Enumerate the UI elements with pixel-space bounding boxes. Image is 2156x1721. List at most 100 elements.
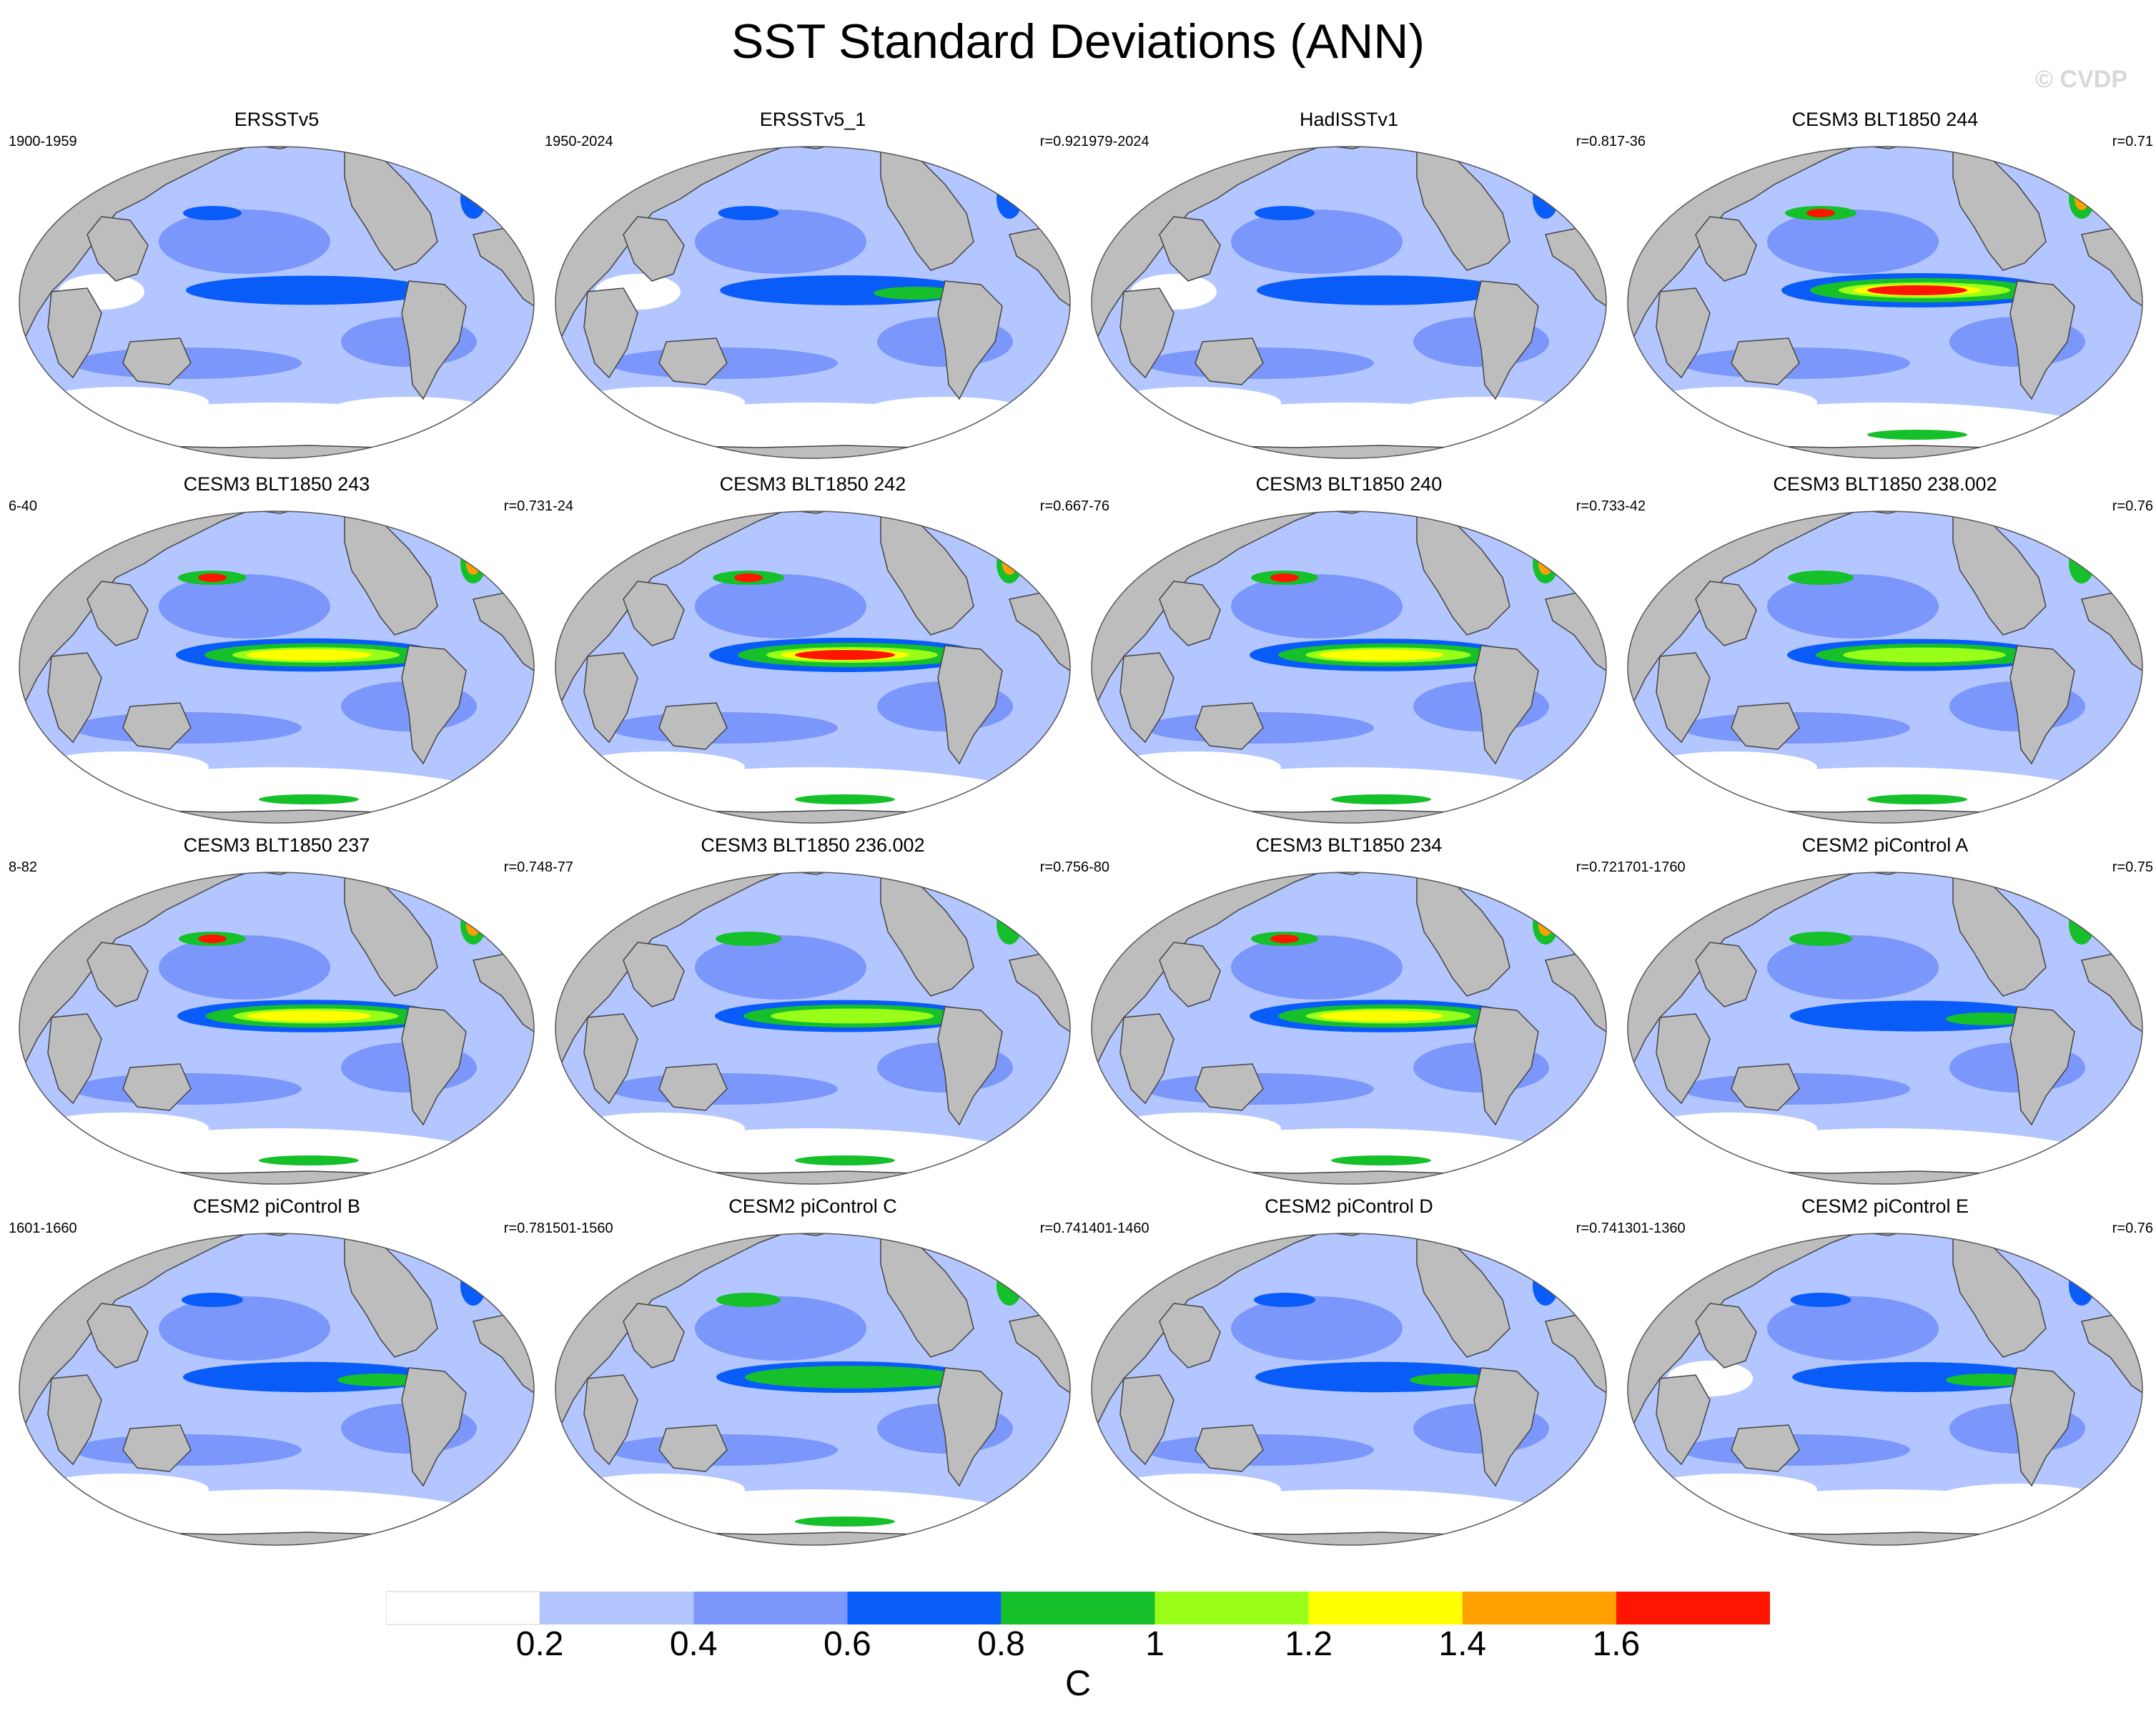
south-america-landmass: [937, 1006, 1003, 1126]
map-panel: ERSSTv5_1 1950-2024 r=0.92: [545, 107, 1081, 465]
equatorial-pacific-tongue: [186, 275, 432, 305]
eastern-pacific-core: [1410, 1374, 1495, 1386]
gulf-stream: [1533, 179, 1558, 219]
map-panel: CESM3 BLT1850 243 6-40 r=0.73: [9, 472, 545, 829]
map-border: [555, 511, 1071, 824]
map-panel: CESM3 BLT1850 238.002 3-42 r=0.76: [1617, 472, 2153, 829]
panel-pattern-correlation: r=0.73: [1576, 498, 1617, 514]
panel-period: 1900-1959: [9, 134, 77, 149]
colorbar-tick-label: 1: [1145, 1625, 1164, 1663]
south-america-landmass: [401, 645, 467, 765]
map-panel: CESM2 piControl D 1401-1460 r=0.74: [1081, 1194, 1617, 1552]
asia-landmass: [1159, 942, 1221, 1007]
low-variability-patch: [330, 397, 488, 423]
north-pacific-variability: [159, 1296, 330, 1361]
robinson-map: [1091, 872, 1607, 1185]
robinson-map: [555, 146, 1071, 459]
kuroshio-extension-peak: [1806, 209, 1835, 217]
north-america-landmass: [880, 511, 974, 636]
kuroshio-extension-peak: [1270, 935, 1299, 943]
southern-ocean-filament: [259, 1155, 359, 1165]
robinson-map: [555, 872, 1071, 1185]
robinson-map: [19, 1233, 535, 1546]
el-nino-core-max: [1867, 285, 1967, 295]
kuroshio-extension-peak: [198, 573, 227, 582]
gulf-stream: [2069, 543, 2095, 583]
north-america-landmass: [1416, 147, 1510, 271]
eastern-pacific-core: [337, 1374, 423, 1386]
south-america-landmass: [401, 1006, 467, 1126]
gulf-stream: [997, 179, 1022, 219]
australia-landmass: [122, 337, 192, 385]
map-panel: CESM3 BLT1850 240 7-76 r=0.73: [1081, 472, 1617, 829]
panel-pattern-correlation: r=0.72: [1576, 859, 1617, 875]
robinson-map: [1091, 146, 1607, 459]
map-border: [1091, 1233, 1607, 1546]
panel-title: ERSSTv5: [234, 109, 320, 130]
map-border: [555, 1233, 1071, 1546]
panel-period: 1601-1660: [9, 1221, 77, 1236]
el-nino-core-peak: [1319, 1010, 1443, 1022]
south-america-landmass: [401, 280, 467, 400]
panel-period: 1-24: [545, 498, 574, 514]
map-border: [1091, 146, 1607, 459]
north-america-landmass: [1952, 872, 2047, 997]
north-america-landmass: [880, 1233, 974, 1358]
kuroshio-extension: [1255, 206, 1315, 220]
low-variability-patch: [573, 387, 745, 418]
colorbar: [386, 1591, 1770, 1625]
africa-landmass: [583, 652, 638, 744]
map-panel: CESM2 piControl C 1501-1560 r=0.74: [545, 1194, 1081, 1552]
africa-landmass: [583, 1013, 638, 1105]
south-america-landmass: [401, 1367, 467, 1487]
eastern-pacific-core: [1946, 1374, 2032, 1386]
asia-landmass: [1695, 1303, 1757, 1369]
north-pacific-variability: [695, 1296, 866, 1361]
panel-pattern-correlation: r=0.78: [503, 1221, 545, 1236]
north-pacific-variability: [695, 935, 866, 1000]
low-variability-patch: [573, 1474, 745, 1505]
gulf-stream: [460, 1266, 486, 1306]
southern-ocean-filament: [1331, 794, 1431, 804]
panel-period: 1950-2024: [545, 134, 613, 149]
africa-landmass: [1656, 1013, 1711, 1105]
south-america-landmass: [1473, 645, 1539, 765]
north-america-landmass: [880, 872, 974, 997]
el-nino-core-strong: [1843, 647, 2006, 663]
colorbar-swatch: [1616, 1592, 1770, 1624]
colorbar-tick-label: 1.4: [1438, 1625, 1487, 1663]
low-variability-patch: [37, 751, 209, 783]
north-america-landmass: [344, 511, 438, 636]
australia-landmass: [658, 337, 728, 385]
panel-period: 1701-1760: [1617, 859, 1686, 875]
south-america-landmass: [2009, 1367, 2075, 1487]
north-pacific-variability: [1767, 574, 1939, 638]
north-pacific-variability: [1231, 574, 1403, 638]
robinson-map: [19, 511, 535, 824]
colorbar-tick-label: 0.2: [515, 1625, 564, 1663]
low-variability-patch: [1646, 1113, 1817, 1144]
africa-landmass: [1119, 652, 1175, 744]
north-pacific-variability: [159, 209, 330, 274]
kuroshio-extension: [183, 206, 242, 220]
gulf-stream: [1533, 543, 1558, 583]
low-variability-patch: [37, 1113, 209, 1144]
panel-period: 3-42: [1617, 498, 1646, 514]
map-panel: ERSSTv5 1900-1959: [9, 107, 545, 465]
australia-landmass: [1731, 702, 1800, 750]
southern-ocean-filament: [259, 794, 359, 804]
colorbar-tick-label: 0.4: [669, 1625, 718, 1663]
map-border: [19, 146, 535, 459]
low-variability-patch: [1403, 397, 1560, 423]
australia-landmass: [1731, 1424, 1800, 1472]
map-panel: CESM3 BLT1850 244 7-36 r=0.71: [1617, 107, 2153, 465]
south-america-landmass: [2009, 280, 2075, 400]
north-america-landmass: [344, 872, 438, 997]
low-variability-patch: [1646, 1474, 1817, 1505]
gulf-stream: [1533, 1266, 1558, 1306]
north-america-landmass: [1416, 1233, 1510, 1358]
asia-landmass: [623, 1303, 685, 1369]
colorbar-units: C: [1064, 1663, 1092, 1703]
gulf-stream: [2069, 1266, 2095, 1306]
north-pacific-variability: [159, 935, 330, 1000]
